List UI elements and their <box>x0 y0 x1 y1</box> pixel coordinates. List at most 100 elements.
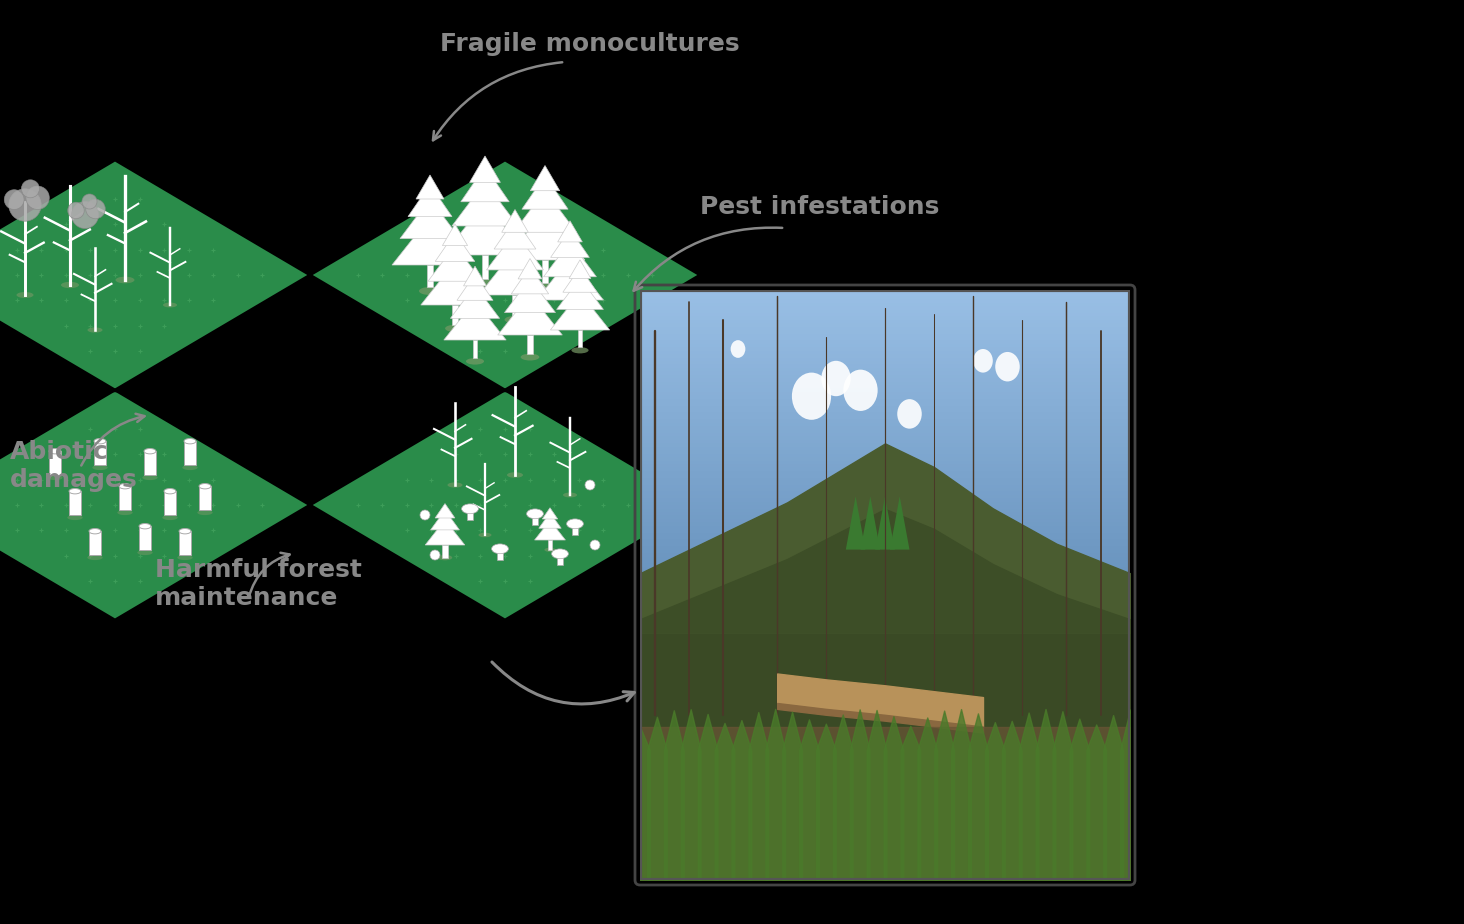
Polygon shape <box>444 202 527 255</box>
Polygon shape <box>310 160 700 390</box>
Ellipse shape <box>198 510 212 515</box>
Polygon shape <box>425 520 464 545</box>
Ellipse shape <box>50 448 61 454</box>
Polygon shape <box>530 165 559 190</box>
Ellipse shape <box>94 439 105 444</box>
Polygon shape <box>464 266 486 286</box>
Ellipse shape <box>69 489 81 493</box>
Circle shape <box>22 180 40 198</box>
Ellipse shape <box>567 519 583 529</box>
Circle shape <box>792 372 832 419</box>
Polygon shape <box>430 510 460 529</box>
Ellipse shape <box>561 320 580 326</box>
Ellipse shape <box>466 358 485 365</box>
Ellipse shape <box>179 529 190 534</box>
Ellipse shape <box>552 549 568 559</box>
Polygon shape <box>550 293 609 330</box>
Polygon shape <box>495 219 536 249</box>
Circle shape <box>586 480 594 490</box>
Polygon shape <box>451 286 499 319</box>
Text: Pest infestations: Pest infestations <box>700 195 940 219</box>
Ellipse shape <box>67 515 82 520</box>
Polygon shape <box>435 504 455 518</box>
Circle shape <box>72 201 98 228</box>
Polygon shape <box>442 224 467 246</box>
Bar <box>94 441 105 465</box>
Polygon shape <box>534 520 565 540</box>
Polygon shape <box>562 267 597 292</box>
Ellipse shape <box>479 533 492 537</box>
Bar <box>473 340 477 358</box>
Bar <box>139 526 151 550</box>
Bar <box>578 330 583 347</box>
Polygon shape <box>539 513 561 529</box>
Polygon shape <box>444 300 507 340</box>
Polygon shape <box>502 210 529 232</box>
Ellipse shape <box>88 555 102 560</box>
Polygon shape <box>479 249 550 295</box>
Ellipse shape <box>533 283 556 291</box>
FancyArrowPatch shape <box>492 662 634 704</box>
Polygon shape <box>550 229 590 258</box>
Polygon shape <box>558 221 583 242</box>
Polygon shape <box>521 176 568 209</box>
Bar <box>572 524 578 535</box>
Ellipse shape <box>61 282 79 288</box>
Bar <box>482 255 489 279</box>
Ellipse shape <box>527 509 543 518</box>
Polygon shape <box>875 496 895 550</box>
Ellipse shape <box>89 529 101 534</box>
Polygon shape <box>435 233 474 261</box>
Circle shape <box>974 349 993 372</box>
Polygon shape <box>505 210 586 260</box>
Ellipse shape <box>119 483 130 489</box>
Ellipse shape <box>461 504 479 514</box>
Ellipse shape <box>139 524 151 529</box>
Ellipse shape <box>473 279 498 288</box>
Circle shape <box>82 194 97 209</box>
Bar <box>548 540 552 550</box>
Polygon shape <box>420 261 489 305</box>
Bar <box>512 295 518 316</box>
Bar <box>50 451 61 475</box>
Bar <box>89 531 101 555</box>
Ellipse shape <box>177 555 193 560</box>
Bar <box>498 549 502 560</box>
Circle shape <box>430 550 441 560</box>
Bar <box>199 486 211 510</box>
Ellipse shape <box>163 515 177 520</box>
Circle shape <box>590 540 600 550</box>
Polygon shape <box>518 259 542 279</box>
Polygon shape <box>569 260 591 278</box>
Ellipse shape <box>183 465 198 470</box>
Ellipse shape <box>419 287 441 295</box>
Bar <box>452 305 458 325</box>
Polygon shape <box>890 496 909 550</box>
Polygon shape <box>400 199 460 238</box>
Ellipse shape <box>448 482 463 488</box>
Bar <box>442 545 448 557</box>
Ellipse shape <box>445 325 466 332</box>
Ellipse shape <box>545 548 556 552</box>
Bar <box>427 265 433 287</box>
Ellipse shape <box>47 475 63 480</box>
Ellipse shape <box>184 439 196 444</box>
Polygon shape <box>392 217 468 265</box>
Polygon shape <box>861 496 880 550</box>
Ellipse shape <box>571 347 589 353</box>
Circle shape <box>821 360 851 396</box>
Polygon shape <box>542 508 558 519</box>
Ellipse shape <box>16 292 34 298</box>
Bar <box>184 441 196 465</box>
Polygon shape <box>537 258 603 300</box>
Ellipse shape <box>164 489 176 493</box>
Bar <box>558 553 562 565</box>
Polygon shape <box>416 175 444 199</box>
Ellipse shape <box>438 555 452 560</box>
Polygon shape <box>846 496 865 550</box>
Bar <box>69 492 81 515</box>
Bar <box>164 492 176 515</box>
Bar <box>467 509 473 520</box>
Polygon shape <box>498 294 562 335</box>
Bar <box>179 531 190 555</box>
